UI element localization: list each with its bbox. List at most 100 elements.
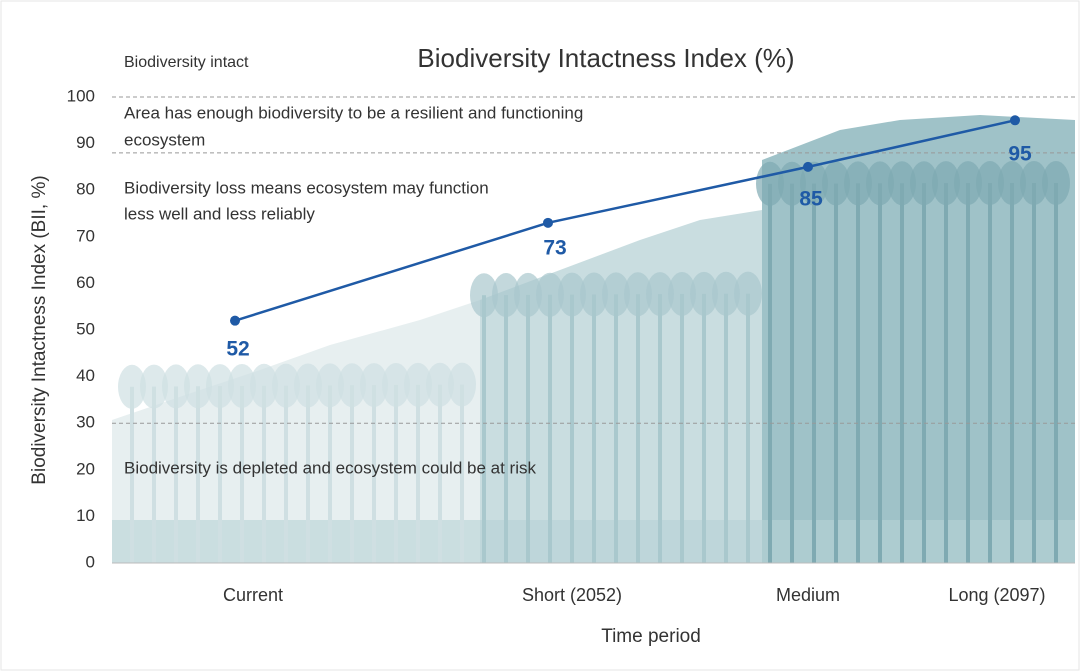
- annotation: Area has enough biodiversity to be a res…: [124, 103, 583, 122]
- tree-trunk: [438, 384, 442, 563]
- chart-title: Biodiversity Intactness Index (%): [417, 43, 794, 73]
- y-tick-label: 50: [76, 319, 95, 338]
- tree-trunk: [724, 293, 728, 563]
- tree-crown: [448, 362, 476, 407]
- y-tick-label: 20: [76, 459, 95, 478]
- point: [1010, 115, 1020, 126]
- line: [234, 119, 1016, 322]
- data-label: 73: [543, 237, 566, 260]
- y-tick-label: 60: [76, 273, 95, 292]
- tree-trunk: [702, 293, 706, 563]
- data-label: 95: [1008, 143, 1032, 166]
- tree-trunk: [614, 294, 618, 563]
- annotation: Biodiversity is depleted and ecosystem c…: [124, 458, 536, 477]
- tree-crown: [558, 272, 586, 317]
- y-tick-label: 70: [76, 226, 95, 245]
- tree-crown: [910, 161, 938, 206]
- tree-crown: [602, 272, 630, 317]
- tree-trunk: [372, 385, 376, 563]
- tree-trunk: [966, 183, 970, 563]
- tree-crown: [536, 272, 564, 317]
- tree-trunk: [284, 385, 288, 563]
- tree-crown: [624, 272, 652, 317]
- tree-crown: [316, 363, 344, 408]
- tree-trunk: [218, 386, 222, 563]
- tree-crown: [514, 272, 542, 317]
- tree-trunk: [900, 183, 904, 563]
- tree-crown: [206, 364, 234, 409]
- tree-trunk: [196, 386, 200, 563]
- tree-trunk: [570, 294, 574, 563]
- tree-trunk: [416, 384, 420, 563]
- tree-crown: [690, 271, 718, 316]
- tree-crown: [668, 271, 696, 316]
- x-tick-label: Short (2052): [522, 585, 622, 605]
- forest-illustration: [112, 115, 1075, 564]
- tree-crown: [250, 363, 278, 408]
- annotation: less well and less reliably: [124, 204, 315, 223]
- annotation: ecosystem: [124, 130, 205, 149]
- annotation: Biodiversity intact: [124, 54, 249, 71]
- tree-crown: [360, 363, 388, 408]
- tree-crown: [404, 362, 432, 407]
- tree-crown: [184, 364, 212, 409]
- tree-trunk: [482, 295, 486, 563]
- tree-trunk: [856, 183, 860, 564]
- tree-trunk: [262, 385, 266, 563]
- y-tick-label: 0: [86, 552, 95, 571]
- tree-trunk: [1054, 183, 1058, 563]
- tree-crown: [492, 273, 520, 318]
- tree-trunk: [240, 385, 244, 563]
- tree-crown: [998, 161, 1026, 206]
- tree-trunk: [548, 294, 552, 563]
- tree-trunk: [460, 384, 464, 563]
- point: [543, 217, 553, 228]
- point: [230, 315, 240, 326]
- x-axis-title: Time period: [601, 626, 701, 647]
- tree-crown: [976, 161, 1004, 206]
- y-tick-label: 40: [76, 366, 95, 385]
- tree-trunk: [1032, 183, 1036, 563]
- tree-crown: [1042, 161, 1070, 206]
- data-label: 52: [226, 338, 249, 361]
- tree-trunk: [988, 183, 992, 563]
- tree-trunk: [394, 384, 398, 563]
- tree-crown: [140, 364, 168, 409]
- tree-trunk: [174, 386, 178, 563]
- tree-trunk: [350, 385, 354, 563]
- annotation: Biodiversity loss means ecosystem may fu…: [124, 178, 489, 197]
- tree-crown: [426, 362, 454, 407]
- tree-crown: [888, 161, 916, 206]
- tree-crown: [162, 364, 190, 409]
- y-tick-label: 80: [76, 180, 95, 199]
- tree-crown: [294, 363, 322, 408]
- tree-trunk: [812, 183, 816, 563]
- tree-crown: [954, 161, 982, 206]
- tree-trunk: [152, 386, 156, 563]
- y-tick-label: 30: [76, 413, 95, 432]
- tree-crown: [822, 161, 850, 206]
- tree-trunk: [306, 385, 310, 563]
- tree-crown: [734, 271, 762, 316]
- data-label: 85: [799, 188, 823, 211]
- tree-trunk: [1010, 183, 1014, 563]
- tree-trunk: [658, 294, 662, 563]
- tree-trunk: [592, 294, 596, 563]
- tree-trunk: [834, 183, 838, 564]
- x-tick-label: Long (2097): [948, 585, 1045, 605]
- tree-crown: [1020, 161, 1048, 206]
- tree-crown: [646, 272, 674, 317]
- point: [803, 161, 813, 172]
- tree-trunk: [130, 386, 134, 563]
- tree-trunk: [680, 293, 684, 563]
- tree-trunk: [636, 294, 640, 563]
- tree-trunk: [878, 183, 882, 564]
- tree-trunk: [526, 294, 530, 563]
- tree-crown: [118, 364, 146, 409]
- tree-crown: [228, 363, 256, 408]
- tree-trunk: [790, 183, 794, 564]
- tree-trunk: [746, 293, 750, 563]
- y-tick-label: 90: [76, 133, 95, 152]
- tree-crown: [712, 271, 740, 316]
- tree-crown: [866, 161, 894, 206]
